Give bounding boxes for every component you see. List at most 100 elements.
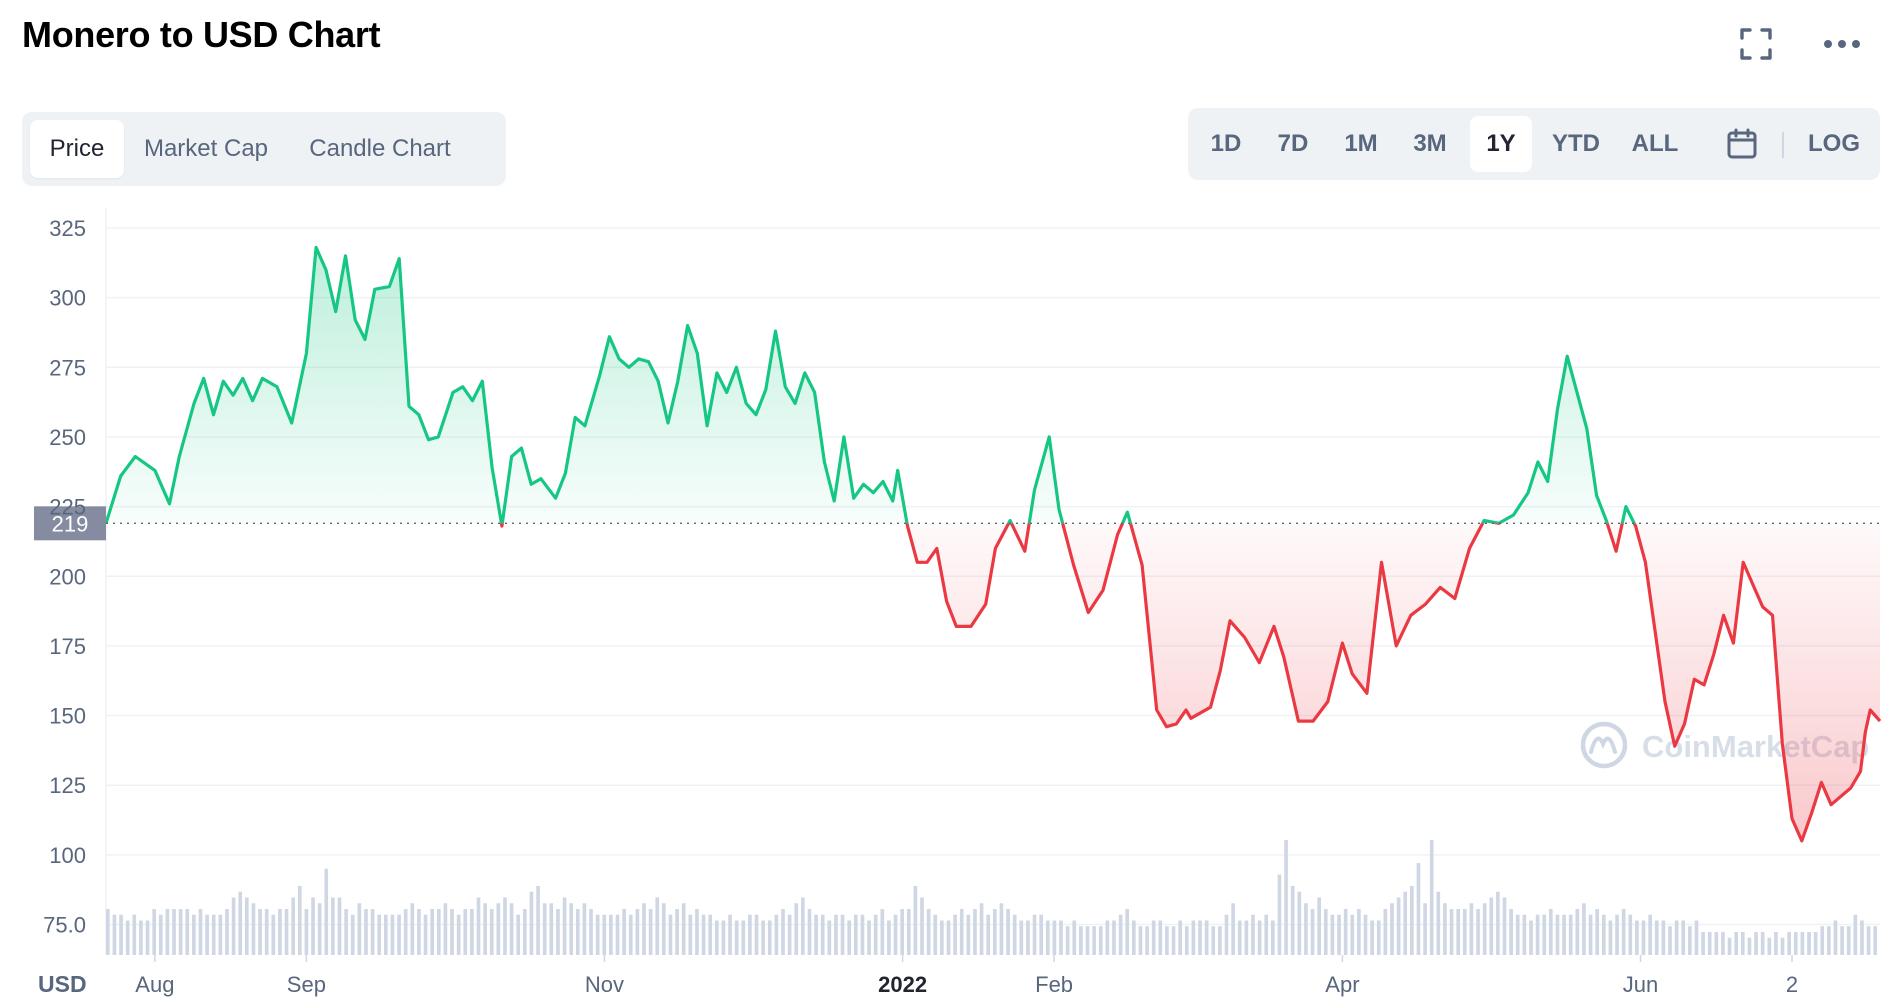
volume-bar xyxy=(1820,926,1825,955)
range-ytd[interactable]: YTD xyxy=(1552,130,1600,157)
range-3m[interactable]: 3M xyxy=(1413,130,1447,157)
volume-bar xyxy=(615,914,620,955)
volume-bar xyxy=(1065,926,1070,955)
tab-price[interactable]: Price xyxy=(30,120,124,178)
y-tick-label: 300 xyxy=(49,286,86,311)
volume-bar xyxy=(1224,914,1229,955)
volume-bar xyxy=(1575,909,1580,955)
volume-bar xyxy=(681,903,686,955)
volume-bar xyxy=(556,909,560,955)
volume-bar xyxy=(384,914,388,955)
volume-bar xyxy=(993,909,997,955)
chart-type-tabs: Price Market Cap Candle Chart xyxy=(22,112,506,186)
volume-bar xyxy=(1098,926,1103,955)
volume-bar xyxy=(774,914,779,955)
volume-bar xyxy=(1827,926,1831,955)
volume-bar xyxy=(1290,886,1295,955)
volume-bar xyxy=(1112,920,1116,955)
volume-bar xyxy=(966,914,971,955)
range-7d[interactable]: 7D xyxy=(1277,130,1309,157)
volume-bar xyxy=(1396,897,1401,955)
volume-bar xyxy=(1211,926,1216,955)
volume-bar xyxy=(1860,920,1864,955)
volume-bar xyxy=(258,909,262,955)
volume-bar xyxy=(397,914,401,955)
log-toggle[interactable]: LOG xyxy=(1808,130,1860,157)
volume-bar xyxy=(807,909,812,955)
calendar-icon[interactable] xyxy=(1726,128,1758,160)
volume-bar xyxy=(496,903,501,955)
volume-bar xyxy=(238,891,243,955)
volume-bar xyxy=(317,903,322,955)
fullscreen-icon[interactable] xyxy=(1738,26,1774,62)
volume-bar xyxy=(410,903,415,955)
volume-bar xyxy=(1072,920,1077,955)
volume-bar xyxy=(933,914,938,955)
more-options-icon[interactable] xyxy=(1822,38,1862,50)
volume-bar xyxy=(331,897,335,955)
volume-bar xyxy=(119,914,123,955)
x-tick-label: 2 xyxy=(1786,972,1798,997)
tab-candle-chart[interactable]: Candle Chart xyxy=(309,135,451,162)
volume-bar xyxy=(1774,932,1778,955)
volume-bar xyxy=(728,914,732,955)
range-1m[interactable]: 1M xyxy=(1344,130,1378,157)
volume-bar xyxy=(648,909,653,955)
volume-bar xyxy=(1793,932,1798,955)
volume-bar xyxy=(1641,920,1646,955)
volume-bar xyxy=(198,909,203,955)
volume-bar xyxy=(225,909,229,955)
volume-bar xyxy=(1780,937,1785,955)
volume-bar xyxy=(443,903,448,955)
volume-bar xyxy=(1754,932,1758,955)
volume-bar xyxy=(1621,909,1626,955)
range-separator xyxy=(1782,132,1784,158)
volume-bar xyxy=(1370,920,1374,955)
volume-bar xyxy=(1132,920,1136,955)
volume-bar xyxy=(787,914,792,955)
volume-bar xyxy=(1833,920,1838,955)
volume-bar xyxy=(1469,903,1474,955)
volume-bar xyxy=(463,909,468,955)
area-above-baseline xyxy=(106,247,1880,524)
volume-bar xyxy=(1509,909,1513,955)
price-line-up xyxy=(104,245,1637,524)
volume-bar xyxy=(1595,909,1600,955)
volume-bar xyxy=(575,909,580,955)
volume-bar xyxy=(1257,920,1262,955)
tab-market-cap[interactable]: Market Cap xyxy=(143,135,269,162)
volume-bar xyxy=(1522,914,1527,955)
volume-bar xyxy=(476,897,481,955)
range-1y[interactable]: 1Y xyxy=(1470,116,1532,172)
volume-bar xyxy=(946,920,951,955)
volume-bar xyxy=(1681,920,1686,955)
volume-bar xyxy=(1767,937,1772,955)
volume-bar xyxy=(814,914,818,955)
volume-bar xyxy=(1357,909,1361,955)
volume-bar xyxy=(218,914,223,955)
volume-bar xyxy=(1423,903,1427,955)
volume-bar xyxy=(1747,937,1752,955)
volume-bar xyxy=(1674,920,1679,955)
volume-bar xyxy=(489,909,494,955)
volume-bar xyxy=(1535,914,1540,955)
volume-bar xyxy=(662,903,666,955)
volume-bar xyxy=(1688,926,1692,955)
page-title: Monero to USD Chart xyxy=(22,14,381,55)
volume-bar xyxy=(297,886,302,955)
volume-bar xyxy=(920,897,924,955)
y-tick-label: 75.0 xyxy=(43,913,86,938)
volume-bar xyxy=(145,920,150,955)
volume-bar xyxy=(595,914,600,955)
volume-bar xyxy=(953,914,957,955)
volume-bar xyxy=(1178,920,1182,955)
range-all[interactable]: ALL xyxy=(1631,130,1679,157)
volume-bar xyxy=(1840,926,1844,955)
volume-bar xyxy=(880,909,885,955)
range-1d[interactable]: 1D xyxy=(1210,130,1242,157)
volume-bar xyxy=(1019,920,1024,955)
volume-bar xyxy=(1337,914,1341,955)
volume-bar xyxy=(178,909,183,955)
volume-bar xyxy=(1350,914,1355,955)
volume-bar xyxy=(1165,926,1169,955)
